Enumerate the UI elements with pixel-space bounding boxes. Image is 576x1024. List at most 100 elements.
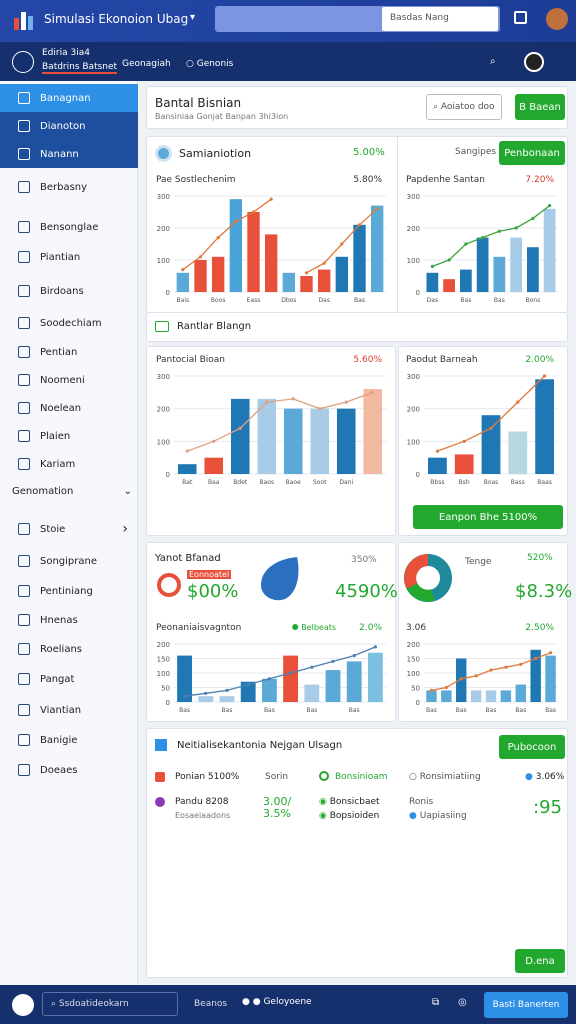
user-icon[interactable] (12, 994, 34, 1016)
sidebar-label[interactable]: Berbasny (40, 181, 88, 193)
search-label[interactable]: Ssdoatideokarn (58, 999, 129, 1009)
row-text: Ponian 5100% (175, 772, 240, 782)
nav-link-label[interactable]: Geloyoene (263, 997, 312, 1007)
sidebar-item[interactable]: Piantian (0, 243, 138, 271)
sidebar-label[interactable]: Banagnan (40, 92, 91, 104)
row-text: ● Uapiasiing (409, 811, 467, 821)
bottom-bar: ⌕ Ssdoatideokarn Beanos ● ● Geloyoene ⧉ … (0, 985, 576, 1024)
avatar[interactable] (524, 52, 544, 72)
sidebar-item[interactable]: Plaien (0, 422, 138, 450)
nav-tab[interactable]: ○ Genonis (186, 59, 234, 69)
avatar[interactable] (546, 8, 568, 30)
search-icon[interactable]: ⌕ (490, 56, 496, 67)
sidebar-label[interactable]: Bensonglae (40, 221, 99, 233)
bar (428, 457, 447, 474)
dropdown[interactable]: ▾ (190, 12, 196, 23)
section-header: Rantlar Blangn (146, 312, 568, 342)
sidebar-label[interactable]: Nanann (40, 148, 79, 160)
sidebar-item[interactable]: Kariam (0, 450, 138, 478)
sidebar-label[interactable]: Roelians (40, 643, 83, 655)
sidebar-label[interactable]: Birdoans (40, 285, 84, 297)
sidebar-item[interactable]: Pentiniang (0, 577, 138, 605)
action-button[interactable]: Penbonaan (499, 141, 565, 165)
sidebar-item[interactable]: Noelean (0, 394, 138, 422)
y-tick-label: 100 (157, 257, 170, 265)
sidebar-label[interactable]: Pentian (40, 346, 78, 358)
kpi-icon (157, 573, 181, 597)
sidebar-item[interactable]: Pangat (0, 665, 138, 693)
trend-point (534, 656, 538, 661)
sidebar-label[interactable]: Plaien (40, 430, 71, 442)
sidebar-item[interactable]: Roelians (0, 635, 138, 663)
sidebar-item[interactable]: Songiprane (0, 547, 138, 575)
sidebar-item[interactable]: Banagnan (0, 84, 138, 112)
sidebar-item[interactable]: Pentian (0, 338, 138, 366)
sidebar-label[interactable]: Soodechiam (40, 317, 102, 329)
sidebar-item[interactable]: Hnenas (0, 606, 138, 634)
x-tick-label: Bas (486, 707, 497, 714)
nav-link[interactable]: ● ● Geloyoene (242, 997, 312, 1007)
nav-tab[interactable]: Geonagiah (122, 59, 171, 69)
y-tick-label: 150 (407, 656, 420, 664)
sidebar-item[interactable]: Berbasny (0, 173, 138, 201)
sidebar-label[interactable]: Kariam (40, 458, 76, 470)
bar (177, 464, 197, 474)
sidebar-item[interactable]: Nanann (0, 140, 138, 168)
sidebar-label[interactable]: Stoie (40, 523, 66, 535)
search-button[interactable]: ⌕ Aoiatoo doo (426, 94, 502, 120)
sidebar-label[interactable]: Pangat (40, 673, 75, 685)
x-tick-label: Baa (208, 479, 220, 486)
sidebar-label[interactable]: Pentiniang (40, 585, 93, 597)
search-box[interactable]: Basdas Nang (215, 6, 500, 32)
sidebar-item[interactable]: Viantian (0, 696, 138, 724)
icon[interactable]: ⧉ (432, 997, 440, 1008)
header-card: Bantal Bisnian Bansiniaa Gonjat Banpan 3… (146, 86, 568, 129)
nav-tab-label[interactable]: Genonis (196, 59, 234, 69)
sidebar-icon (18, 430, 30, 442)
x-tick-label: Boas (484, 479, 499, 486)
sidebar-label[interactable]: Banigie (40, 734, 78, 746)
sidebar-item[interactable]: Birdoans (0, 277, 138, 305)
sidebar-label[interactable]: Noomeni (40, 374, 85, 386)
bar (310, 408, 330, 474)
kpi-tag: Eonnoatel (187, 570, 232, 579)
trend-point (291, 397, 295, 401)
notification-icon[interactable] (514, 11, 527, 24)
trend-line (187, 391, 373, 452)
sidebar-section[interactable]: Genomation ⌄ (12, 486, 132, 497)
sidebar-label[interactable]: Doeaes (40, 764, 78, 776)
nav-link[interactable]: Beanos (194, 999, 228, 1009)
sidebar-item[interactable]: Banigie (0, 726, 138, 754)
primary-button[interactable]: Basti Banerten (484, 992, 568, 1018)
chart-title: 3.06 (406, 623, 426, 633)
chart-value: 2.50% (525, 623, 554, 633)
chart-value: 7.20% (525, 175, 554, 185)
icon[interactable]: ◎ (458, 997, 467, 1008)
chart-value: 2.00% (525, 355, 554, 365)
y-tick-label: 200 (157, 225, 170, 233)
trend-point (371, 390, 375, 394)
search-input[interactable]: Basdas Nang (382, 7, 498, 31)
sidebar-item[interactable]: Soodechiam (0, 309, 138, 337)
sidebar-item[interactable]: Stoie › (0, 515, 138, 543)
sidebar-label[interactable]: Noelean (40, 402, 82, 414)
action-button[interactable]: Pubocoon (499, 735, 565, 759)
search-input[interactable]: ⌕ Ssdoatideokarn (42, 992, 178, 1016)
sidebar-label[interactable]: Songiprane (40, 555, 98, 567)
action-button[interactable]: D.ena (515, 949, 565, 973)
bar (230, 398, 250, 474)
sidebar-label[interactable]: Dianoton (40, 120, 86, 132)
sidebar-item[interactable]: Doeaes (0, 756, 138, 784)
action-button[interactable]: B Baean (515, 94, 565, 120)
search-label[interactable]: Aoiatoo doo (440, 102, 495, 112)
sidebar-label[interactable]: Viantian (40, 704, 82, 716)
sidebar-label[interactable]: Hnenas (40, 614, 78, 626)
x-tick-label: Boos (211, 297, 226, 304)
section-label[interactable]: Genomation (12, 486, 74, 497)
sidebar-item[interactable]: Bensonglae (0, 213, 138, 241)
sidebar-item[interactable]: Dianoton (0, 112, 138, 140)
sidebar-label[interactable]: Piantian (40, 251, 81, 263)
sub-bar: Ediria 3ia4 Batdrins Batsnet Geonagiah ○… (0, 42, 576, 81)
action-button[interactable]: Eanpon Bhe 5100% (413, 505, 563, 529)
sidebar-item[interactable]: Noomeni (0, 366, 138, 394)
